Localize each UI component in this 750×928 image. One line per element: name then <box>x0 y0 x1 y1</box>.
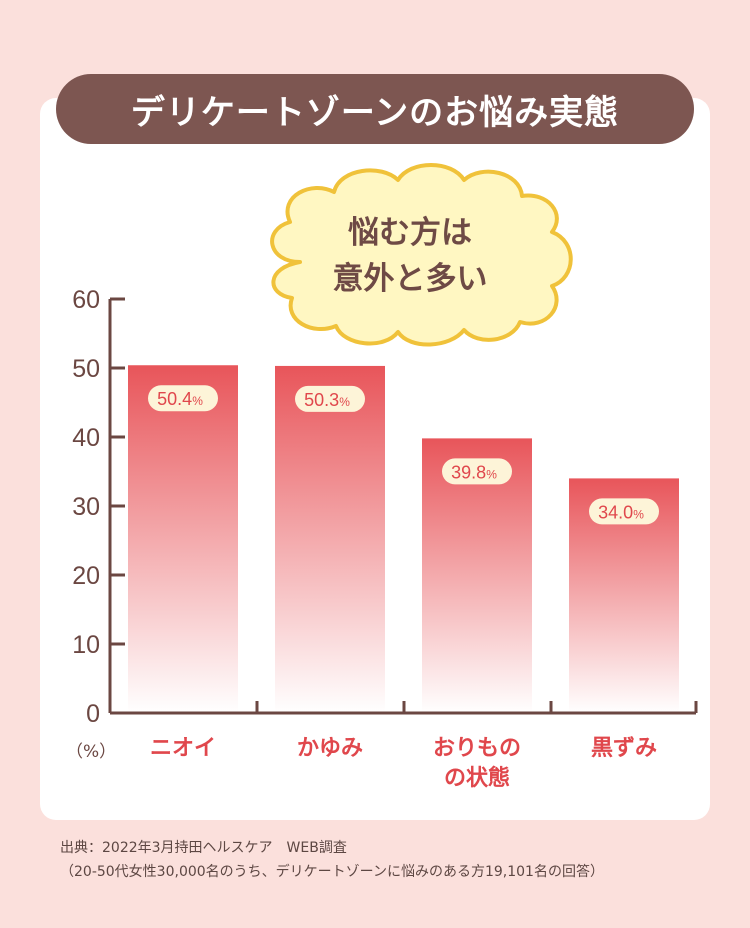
y-tick-label-6: 60 <box>72 286 100 314</box>
category-label-1: かゆみ <box>297 736 363 761</box>
y-tick-label-2: 20 <box>72 562 100 590</box>
value-label-2: 39.8% <box>451 462 497 482</box>
value-pill-0 <box>148 385 218 412</box>
page-title: デリケートゾーンのお悩み実態 <box>56 74 694 144</box>
callout-line2: 意外と多い <box>332 261 488 297</box>
value-pill-3 <box>589 498 659 525</box>
cloud-callout-text: 悩む方は 意外と多い <box>290 210 530 302</box>
y-tick-label-0: 0 <box>86 700 100 728</box>
source-line1: 出典：2022年3月持田ヘルスケア WEB調査 <box>60 840 347 856</box>
value-pill-2 <box>442 458 512 485</box>
category-label-2-line1: の状態 <box>444 765 510 791</box>
y-tick-label-5: 50 <box>72 355 100 383</box>
source-note: 出典：2022年3月持田ヘルスケア WEB調査 （20-50代女性30,000名… <box>60 836 604 884</box>
source-line2: （20-50代女性30,000名のうち、デリケートゾーンに悩みのある方19,10… <box>60 864 604 880</box>
bar-0 <box>128 365 238 713</box>
y-tick-label-3: 30 <box>72 493 100 521</box>
value-pill-1 <box>295 385 365 412</box>
category-label-0: ニオイ <box>150 736 216 761</box>
y-tick-label-1: 10 <box>72 631 100 659</box>
bar-1 <box>275 365 385 713</box>
value-label-0: 50.4% <box>157 389 203 409</box>
value-label-1: 50.3% <box>304 390 350 410</box>
category-label-2-line0: おりもの <box>433 736 521 761</box>
category-label-3: 黒ずみ <box>591 736 657 761</box>
y-tick-label-4: 40 <box>72 424 100 452</box>
y-unit-label: （%） <box>66 742 116 762</box>
value-label-3: 34.0% <box>598 502 644 522</box>
callout-line1: 悩む方は <box>348 215 472 251</box>
